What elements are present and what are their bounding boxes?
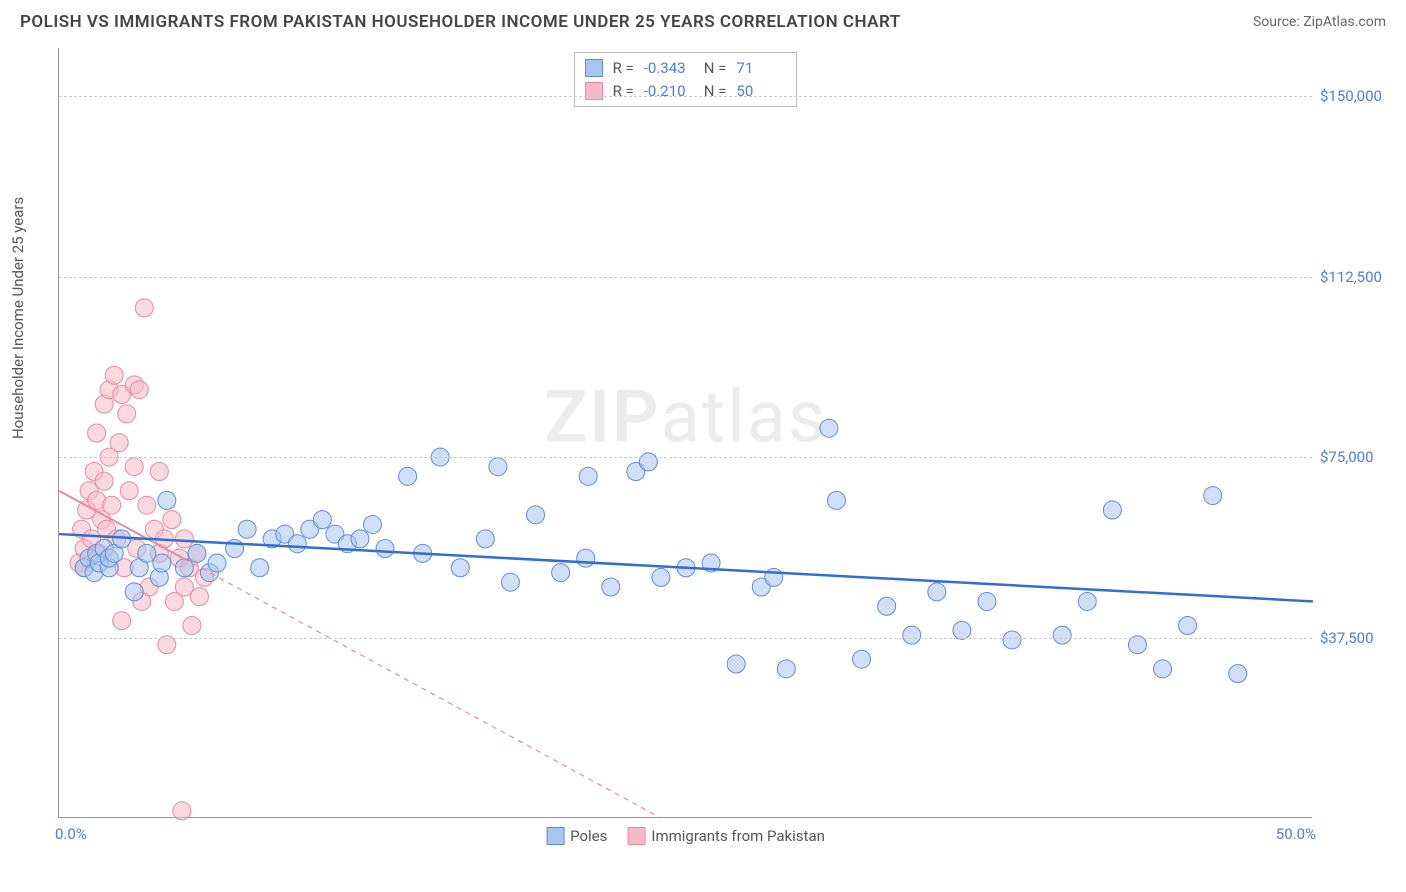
gridline [59, 638, 1312, 639]
r-value-series1: -0.343 [644, 57, 694, 80]
data-point [639, 453, 657, 471]
data-point [313, 511, 331, 529]
chart-title: POLISH VS IMMIGRANTS FROM PAKISTAN HOUSE… [20, 12, 901, 32]
data-point [113, 612, 131, 630]
data-point [88, 424, 106, 442]
data-point [175, 530, 193, 548]
data-point [903, 626, 921, 644]
data-point [150, 463, 168, 481]
correlation-stats-box: R = -0.343 N = 71 R = -0.210 N = 50 [574, 52, 798, 107]
gridline [59, 96, 1312, 97]
legend: Poles Immigrants from Pakistan [546, 827, 825, 845]
legend-label-series2: Immigrants from Pakistan [651, 827, 825, 845]
data-point [138, 496, 156, 514]
data-point [1078, 592, 1096, 610]
data-point [95, 472, 113, 490]
data-point [727, 655, 745, 673]
scatter-svg [59, 48, 1312, 817]
data-point [183, 617, 201, 635]
data-point [878, 597, 896, 615]
data-point [135, 299, 153, 317]
data-point [351, 530, 369, 548]
data-point [579, 467, 597, 485]
data-point [1229, 665, 1247, 683]
n-value-series2: 50 [736, 80, 786, 103]
data-point [364, 515, 382, 533]
data-point [1103, 501, 1121, 519]
data-point [175, 559, 193, 577]
data-point [208, 554, 226, 572]
data-point [827, 491, 845, 509]
data-point [527, 506, 545, 524]
gridline [59, 457, 1312, 458]
data-point [399, 467, 417, 485]
x-tick-max: 50.0% [1276, 825, 1316, 843]
data-point [1003, 631, 1021, 649]
data-point [105, 366, 123, 384]
data-point [978, 592, 996, 610]
data-point [153, 554, 171, 572]
data-point [1053, 626, 1071, 644]
data-point [777, 660, 795, 678]
legend-item-series2: Immigrants from Pakistan [627, 827, 825, 845]
data-point [173, 802, 191, 820]
gridline [59, 277, 1312, 278]
stats-row-series1: R = -0.343 N = 71 [585, 57, 787, 80]
data-point [652, 568, 670, 586]
data-point [118, 405, 136, 423]
legend-swatch-series1 [546, 827, 564, 845]
trend-line [184, 559, 661, 818]
y-tick-label: $75,000 [1320, 448, 1400, 466]
legend-swatch-series2 [627, 827, 645, 845]
data-point [251, 559, 269, 577]
legend-label-series1: Poles [570, 827, 607, 845]
r-value-series2: -0.210 [644, 80, 694, 103]
data-point [158, 491, 176, 509]
data-point [125, 458, 143, 476]
swatch-series1 [585, 59, 603, 77]
data-point [125, 583, 143, 601]
data-point [820, 419, 838, 437]
x-tick-min: 0.0% [55, 825, 87, 843]
data-point [451, 559, 469, 577]
data-point [853, 650, 871, 668]
data-point [120, 482, 138, 500]
trend-line [59, 534, 1313, 601]
data-point [928, 583, 946, 601]
data-point [190, 588, 208, 606]
data-point [110, 434, 128, 452]
data-point [163, 511, 181, 529]
y-tick-label: $112,500 [1320, 268, 1400, 286]
data-point [552, 564, 570, 582]
data-point [476, 530, 494, 548]
y-axis-title: Householder Income Under 25 years [9, 197, 27, 439]
n-value-series1: 71 [736, 57, 786, 80]
data-point [288, 535, 306, 553]
source-attribution: Source: ZipAtlas.com [1253, 14, 1386, 30]
data-point [188, 544, 206, 562]
data-point [501, 573, 519, 591]
stats-row-series2: R = -0.210 N = 50 [585, 80, 787, 103]
data-point [602, 578, 620, 596]
legend-item-series1: Poles [546, 827, 607, 845]
data-point [1204, 487, 1222, 505]
data-point [238, 520, 256, 538]
chart-plot-area: ZIPatlas R = -0.343 N = 71 R = -0.210 N … [58, 48, 1312, 818]
data-point [130, 381, 148, 399]
data-point [1154, 660, 1172, 678]
y-tick-label: $150,000 [1320, 87, 1400, 105]
data-point [489, 458, 507, 476]
data-point [376, 540, 394, 558]
y-tick-label: $37,500 [1320, 629, 1400, 647]
data-point [577, 549, 595, 567]
data-point [1179, 617, 1197, 635]
data-point [103, 496, 121, 514]
